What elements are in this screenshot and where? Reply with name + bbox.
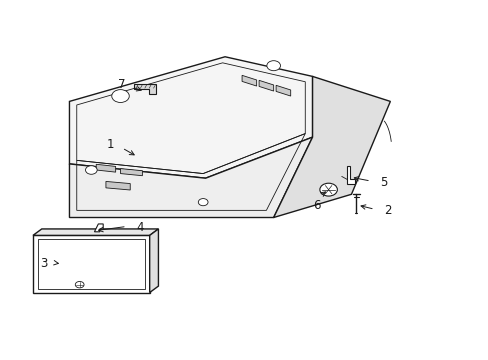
Text: 7: 7: [118, 78, 125, 91]
Text: 2: 2: [384, 204, 391, 217]
Polygon shape: [134, 84, 155, 94]
Circle shape: [266, 61, 280, 71]
Circle shape: [198, 199, 207, 206]
Polygon shape: [69, 137, 312, 217]
Polygon shape: [33, 235, 149, 293]
Text: 6: 6: [312, 199, 320, 212]
Circle shape: [112, 90, 129, 103]
Polygon shape: [94, 224, 103, 232]
Polygon shape: [346, 166, 355, 184]
Polygon shape: [106, 181, 130, 190]
Polygon shape: [273, 76, 389, 217]
Polygon shape: [120, 168, 142, 176]
Polygon shape: [96, 164, 116, 172]
Polygon shape: [149, 229, 158, 293]
Polygon shape: [242, 75, 256, 86]
Text: 3: 3: [41, 257, 48, 270]
Polygon shape: [276, 85, 290, 96]
Circle shape: [319, 183, 337, 196]
Text: 4: 4: [136, 221, 144, 234]
Text: 5: 5: [379, 176, 386, 189]
Polygon shape: [69, 57, 312, 178]
Text: 1: 1: [107, 138, 114, 151]
Circle shape: [85, 166, 97, 174]
Polygon shape: [33, 229, 158, 235]
Polygon shape: [259, 80, 273, 91]
Circle shape: [75, 282, 84, 288]
